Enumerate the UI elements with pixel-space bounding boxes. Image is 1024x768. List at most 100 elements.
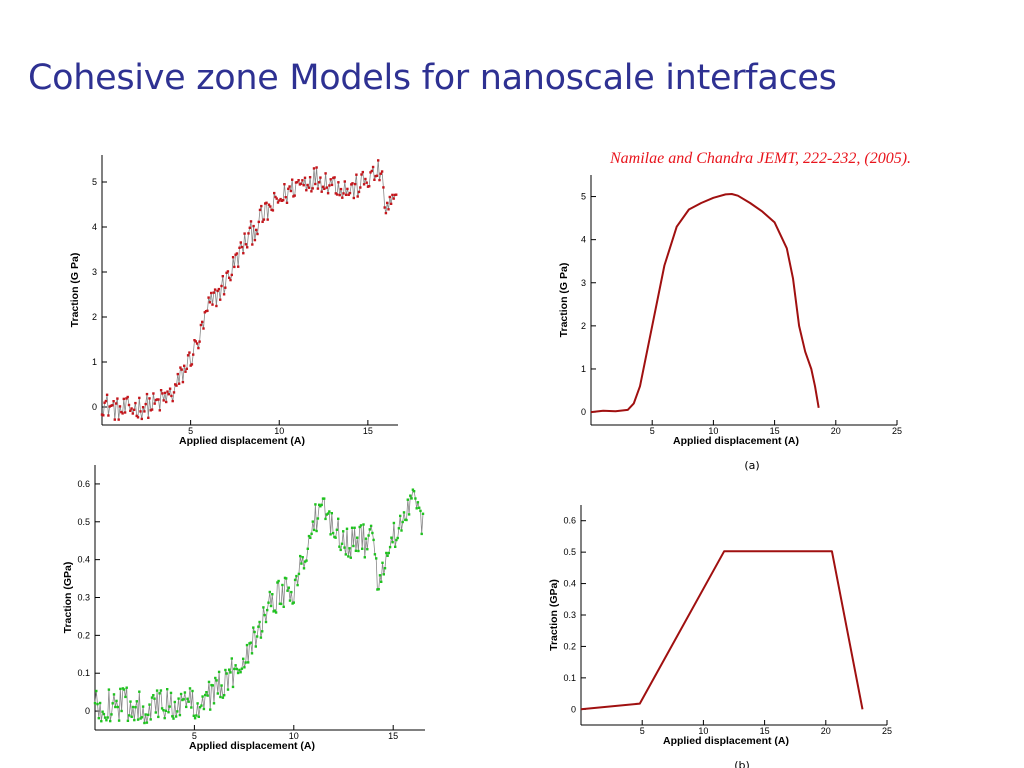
md-data-point xyxy=(181,698,184,702)
md-data-point xyxy=(368,528,371,531)
md-data-point xyxy=(115,699,118,703)
md-data-point xyxy=(294,181,298,184)
md-data-point xyxy=(121,412,124,415)
md-data-point xyxy=(134,706,137,709)
md-data-point xyxy=(358,525,361,529)
md-data-point xyxy=(103,716,107,719)
md-data-point xyxy=(300,562,303,565)
md-data-point xyxy=(311,187,314,190)
md-data-point xyxy=(125,686,128,689)
md-trace-line xyxy=(94,488,424,724)
md-data-point xyxy=(296,181,299,184)
md-data-point xyxy=(332,176,335,180)
md-data-point xyxy=(282,605,285,608)
md-data-point xyxy=(125,397,128,400)
md-data-point xyxy=(159,389,163,392)
md-data-point xyxy=(155,689,159,692)
md-data-point xyxy=(273,191,276,195)
md-data-point xyxy=(220,284,223,288)
md-data-point xyxy=(179,366,182,369)
md-data-point xyxy=(107,414,110,417)
md-data-point xyxy=(219,298,222,301)
md-data-point xyxy=(352,544,355,548)
md-data-point xyxy=(185,367,188,370)
x-tick-label: 15 xyxy=(770,426,780,436)
md-data-point xyxy=(235,252,239,255)
md-data-point xyxy=(192,353,195,356)
md-data-point xyxy=(243,666,246,669)
md-data-point xyxy=(389,202,393,205)
md-data-point xyxy=(175,384,178,387)
md-data-point xyxy=(369,524,373,528)
md-data-point xyxy=(296,583,299,587)
y-axis-title: Traction (G Pa) xyxy=(558,263,570,338)
md-data-point xyxy=(230,657,233,660)
md-data-point xyxy=(299,182,303,185)
md-data-point xyxy=(202,327,205,330)
md-data-point xyxy=(93,701,97,705)
md-data-point xyxy=(113,418,116,421)
md-data-point xyxy=(261,630,264,633)
md-data-point xyxy=(95,689,98,693)
md-data-point xyxy=(326,512,330,515)
md-data-point xyxy=(162,399,165,402)
md-data-point xyxy=(361,547,364,550)
md-data-point xyxy=(205,691,208,694)
md-data-point xyxy=(145,392,149,396)
y-tick-label: 0.4 xyxy=(77,555,90,565)
md-data-point xyxy=(320,190,323,193)
md-data-point xyxy=(302,567,306,570)
md-data-point xyxy=(240,245,244,249)
md-data-point xyxy=(161,392,164,395)
md-data-point xyxy=(195,714,198,717)
md-data-point xyxy=(341,196,344,199)
md-data-point xyxy=(276,201,280,204)
md-data-point xyxy=(274,195,277,199)
md-data-point xyxy=(255,228,258,232)
md-data-point xyxy=(97,717,100,720)
model-curve xyxy=(590,193,820,414)
md-data-point xyxy=(121,687,125,690)
md-data-point xyxy=(337,181,340,184)
md-data-point xyxy=(129,700,132,703)
md-data-point xyxy=(277,579,280,583)
slide-title: Cohesive zone Models for nanoscale inter… xyxy=(28,58,837,98)
md-data-point xyxy=(355,173,358,176)
y-tick-label: 5 xyxy=(581,192,586,202)
md-data-point xyxy=(120,410,123,414)
md-data-point xyxy=(114,705,117,709)
md-data-point xyxy=(195,342,199,345)
y-tick-label: 3 xyxy=(581,278,586,288)
x-tick-label: 15 xyxy=(760,726,770,736)
md-data-point xyxy=(141,705,145,708)
md-data-point xyxy=(242,252,245,255)
md-data-point xyxy=(208,301,212,304)
y-tick-label: 0.5 xyxy=(563,547,576,557)
md-data-point xyxy=(333,176,336,179)
md-data-point xyxy=(356,195,359,198)
md-data-point xyxy=(284,196,287,199)
md-data-point xyxy=(287,187,290,190)
md-data-point xyxy=(301,556,304,559)
md-data-point xyxy=(362,523,365,526)
y-tick-label: 0.2 xyxy=(77,630,90,640)
md-data-point xyxy=(375,174,379,177)
md-data-point xyxy=(116,397,119,400)
md-data-point xyxy=(176,372,179,376)
md-data-point xyxy=(238,246,241,249)
md-data-point xyxy=(271,593,274,596)
md-data-point xyxy=(207,296,210,299)
md-data-point xyxy=(391,193,394,197)
md-data-point xyxy=(380,170,384,173)
x-tick-label: 20 xyxy=(831,426,841,436)
md-data-point xyxy=(338,545,341,548)
md-data-point xyxy=(172,391,176,394)
md-data-point xyxy=(290,590,293,594)
md-data-point xyxy=(166,688,169,691)
md-data-point xyxy=(168,387,172,390)
md-data-point xyxy=(302,184,305,187)
md-data-point xyxy=(419,509,422,513)
md-data-point xyxy=(329,533,332,536)
